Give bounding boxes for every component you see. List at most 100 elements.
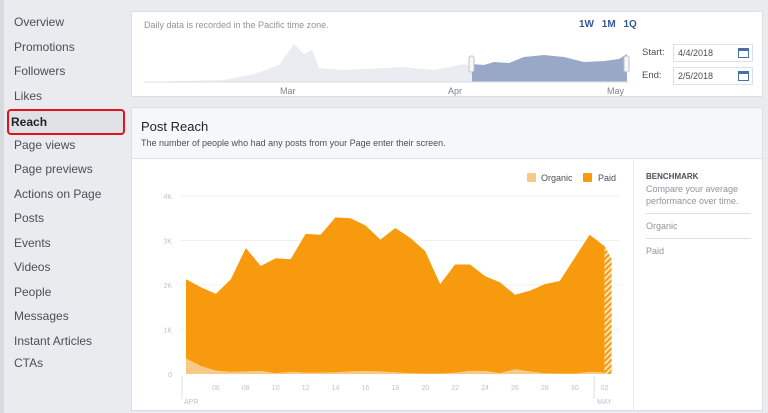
x-tick-label: 22 [451,385,459,392]
data-point[interactable] [435,279,445,289]
x-tick-label: 28 [541,385,549,392]
x-tick-label: 06 [212,385,220,392]
data-point[interactable] [525,286,535,296]
data-point[interactable] [331,212,341,222]
sidebar-item-reach[interactable]: Reach [7,109,125,135]
data-point[interactable] [420,246,430,256]
data-point[interactable] [480,271,490,281]
sidebar-item-events[interactable]: Events [14,235,51,250]
sidebar-item-page-previews[interactable]: Page previews [14,162,93,176]
benchmark-organic[interactable]: Organic [646,214,751,239]
sidebar-item-people[interactable]: People [14,284,52,299]
data-point[interactable] [510,290,520,300]
data-point[interactable] [375,235,385,245]
x-tick-label: 08 [242,385,250,392]
data-point[interactable] [286,254,296,264]
legend-paid[interactable]: Paid [598,173,616,183]
x-tick-label: 12 [302,385,310,392]
data-point[interactable] [585,230,595,240]
x-tick-label: 20 [421,385,429,392]
sidebar-item-actions-on-page[interactable]: Actions on Page [14,186,102,201]
data-point[interactable] [181,274,191,284]
calendar-icon[interactable] [738,71,749,81]
month-label: May [607,86,625,96]
legend-swatch-organic [527,173,536,182]
range-1w-button[interactable]: 1W [579,19,594,30]
partial-day-hatch [604,246,612,374]
benchmark-paid[interactable]: Paid [646,246,665,256]
data-point[interactable] [570,253,580,263]
data-point[interactable] [555,276,565,286]
sidebar-item-likes[interactable]: Likes [14,88,43,103]
sidebar-item-instant-articles-ctas[interactable]: Instant Articles CTAs [14,333,93,370]
legend-swatch-paid [583,173,592,182]
data-point[interactable] [390,223,400,233]
data-point[interactable] [360,220,370,230]
x-tick-label: 24 [481,385,489,392]
data-point[interactable] [600,241,610,251]
post-reach-panel: Post Reach The number of people who had … [131,107,763,411]
data-point[interactable] [495,277,505,287]
sidebar-item-posts[interactable]: Posts [14,211,45,225]
start-date-field[interactable]: 4/4/2018 [673,44,753,62]
data-point[interactable] [316,230,326,240]
end-label: End: [642,70,662,81]
date-range-panel: Daily data is recorded in the Pacific ti… [131,11,763,97]
data-point[interactable] [345,213,355,223]
y-tick-label: 3K [163,239,172,246]
range-handle-start[interactable] [468,55,475,73]
data-point[interactable] [450,260,460,270]
data-point[interactable] [256,261,266,271]
data-point[interactable] [465,260,475,270]
reach-chart: 0 1K 2K 3K 4K 06 08 10 12 14 16 18 20 22 24 26 28 30 02 APR… [163,173,620,406]
x-tick-label: 26 [511,385,519,392]
overview-minimap[interactable]: Mar Apr May [144,40,634,97]
range-handle-end[interactable] [623,55,630,73]
calendar-icon[interactable] [738,48,749,58]
sidebar-item-messages[interactable]: Messages [14,309,69,323]
sidebar-item-page-views[interactable]: Page views [14,137,76,152]
x-tick-label: 10 [272,385,280,392]
sidebar-item-overview[interactable]: Overview [14,15,65,29]
x-tick-label: 02 [601,385,609,392]
sidebar-item-followers[interactable]: Followers [14,64,66,78]
legend-organic[interactable]: Organic [541,173,573,183]
data-point[interactable] [196,282,206,292]
range-buttons: 1W 1M 1Q [579,19,642,30]
data-point[interactable] [226,274,236,284]
sidebar-item-promotions[interactable]: Promotions [14,39,75,54]
month-label-may: MAY [597,399,612,406]
range-1q-button[interactable]: 1Q [623,19,637,30]
x-tick-label: 18 [391,385,399,392]
x-tick-label: 16 [362,385,370,392]
panel-header: Post Reach The number of people who had … [132,108,762,159]
month-label: Apr [448,86,462,96]
data-point[interactable] [241,243,251,253]
page-subtitle: The number of people who had any posts f… [141,138,446,148]
start-date-value: 4/4/2018 [678,48,714,58]
x-tick-label: 30 [571,385,579,392]
month-label: Mar [280,86,296,96]
benchmark-description: Compare your average performance over ti… [646,183,751,214]
y-tick-label: 2K [163,283,172,290]
benchmark-panel: BENCHMARK Compare your average performan… [633,159,763,411]
range-1m-button[interactable]: 1M [601,19,616,30]
end-date-value: 2/5/2018 [678,71,714,81]
sidebar-item-videos[interactable]: Videos [14,260,51,274]
data-point[interactable] [211,289,221,299]
month-label-apr: APR [184,399,198,406]
data-point[interactable] [271,253,281,263]
end-date-field[interactable]: 2/5/2018 [673,67,753,85]
y-tick-label: 1K [163,328,172,335]
data-point[interactable] [540,279,550,289]
start-label: Start: [642,47,665,58]
data-point[interactable] [301,229,311,239]
timezone-note: Daily data is recorded in the Pacific ti… [144,20,329,30]
x-tick-label: 14 [332,385,340,392]
data-point[interactable] [405,233,415,243]
y-tick-label: 0 [168,372,172,379]
organic-area [186,358,605,374]
paid-area [186,217,605,374]
benchmark-title: BENCHMARK [646,172,699,181]
sidebar: Overview Promotions Followers Likes Reach Pag… [0,0,126,413]
